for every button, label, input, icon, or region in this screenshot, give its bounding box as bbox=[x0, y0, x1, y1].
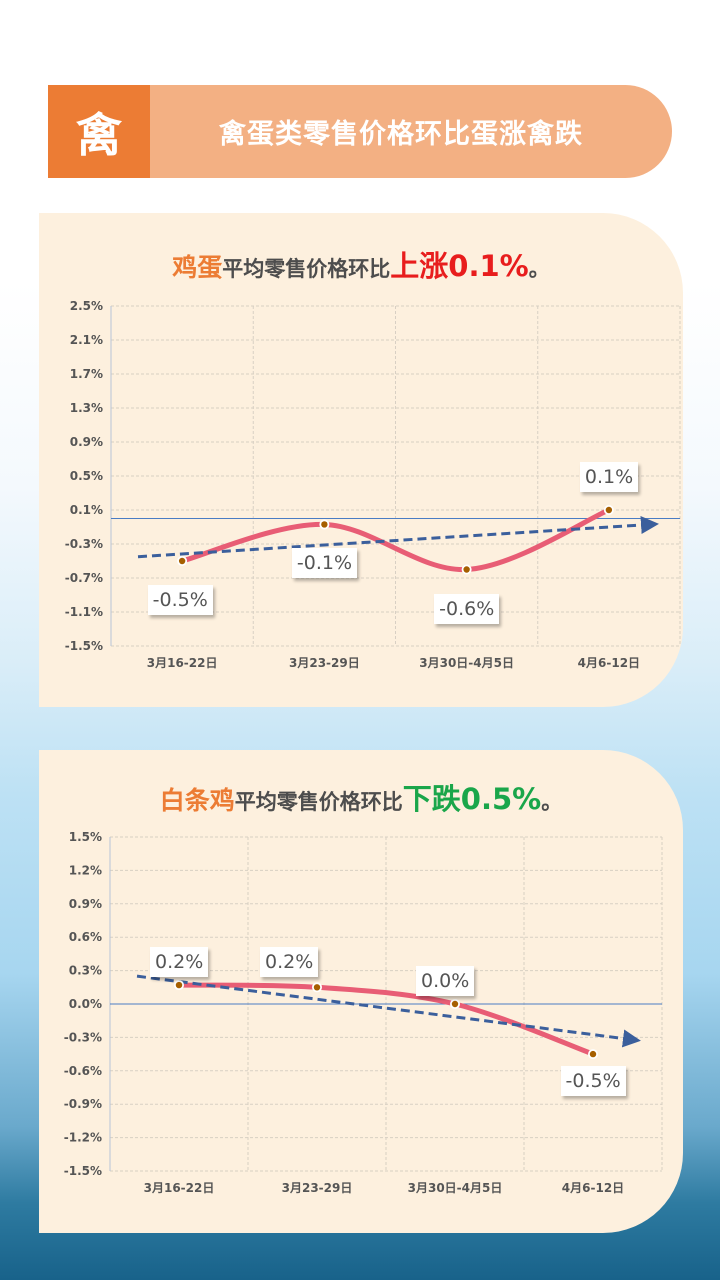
y-tick-label: 1.7% bbox=[70, 367, 103, 381]
y-tick-label: 2.5% bbox=[70, 299, 103, 313]
x-tick-label: 3月23-29日 bbox=[289, 656, 360, 670]
title-product: 鸡蛋 bbox=[172, 253, 223, 282]
data-label: 0.0% bbox=[416, 966, 475, 996]
y-tick-label: -0.3% bbox=[64, 1030, 102, 1044]
trend-arrow bbox=[136, 974, 641, 1048]
data-label: -0.5% bbox=[147, 585, 213, 615]
y-tick-label: -0.3% bbox=[65, 537, 103, 551]
x-tick-label: 3月16-22日 bbox=[144, 1181, 215, 1195]
chicken-line-chart: 1.5% 1.2% 0.9% 0.6% 0.3% 0.0% -0.3% -0.6% -0.9% -… bbox=[64, 830, 663, 1195]
y-tick-label: 0.5% bbox=[70, 469, 103, 483]
title-product: 白条鸡 bbox=[159, 786, 235, 815]
data-label: -0.5% bbox=[560, 1066, 626, 1097]
x-tick-label: 3月30日-4月5日 bbox=[408, 1181, 503, 1195]
x-tick-label: 3月30日-4月5日 bbox=[419, 656, 514, 670]
y-tick-label: 0.3% bbox=[69, 964, 102, 978]
egg-line-chart: 2.5% 2.1% 1.7% 1.3% 0.9% 0.5% 0.1% -0.3% -0.7% -1… bbox=[65, 299, 681, 670]
x-tick-label: 3月23-29日 bbox=[282, 1181, 353, 1195]
data-label: 0.2% bbox=[260, 947, 319, 978]
data-label: 0.1% bbox=[579, 462, 639, 492]
price-line bbox=[176, 982, 596, 1057]
title-change-down: 下跌0.5% bbox=[402, 782, 542, 816]
data-label: -0.6% bbox=[434, 593, 500, 624]
y-tick-label: 1.5% bbox=[69, 830, 102, 844]
x-tick-label: 4月6-12日 bbox=[562, 1181, 624, 1195]
banner-tag: 禽 bbox=[48, 85, 150, 178]
y-tick-label: 0.9% bbox=[69, 897, 102, 911]
section-banner: 禽 禽蛋类零售价格环比蛋涨禽跌 bbox=[48, 85, 672, 178]
y-tick-label: 0.6% bbox=[69, 930, 102, 944]
y-tick-label: -1.1% bbox=[65, 605, 103, 619]
y-tick-label: 0.9% bbox=[70, 435, 103, 449]
y-tick-label: -1.5% bbox=[65, 639, 103, 653]
y-tick-label: 1.2% bbox=[69, 863, 102, 877]
title-change-up: 上涨0.1% bbox=[390, 249, 529, 283]
y-tick-label: 2.1% bbox=[70, 333, 103, 347]
egg-price-card: 鸡蛋平均零售价格环比上涨0.1%。 bbox=[39, 213, 683, 707]
data-label: -0.1% bbox=[291, 548, 358, 579]
y-tick-label: 1.3% bbox=[70, 401, 103, 415]
y-tick-label: 0.0% bbox=[69, 997, 102, 1011]
x-tick-label: 4月6-12日 bbox=[578, 656, 640, 670]
data-label: 0.2% bbox=[150, 947, 209, 978]
price-line bbox=[179, 507, 612, 573]
y-tick-label: -1.2% bbox=[64, 1131, 102, 1145]
y-tick-label: 0.1% bbox=[70, 503, 103, 517]
y-tick-label: -0.9% bbox=[64, 1097, 102, 1111]
x-tick-label: 3月16-22日 bbox=[147, 656, 218, 670]
y-tick-label: -0.6% bbox=[64, 1064, 102, 1078]
egg-chart-title: 鸡蛋平均零售价格环比上涨0.1%。 bbox=[172, 249, 550, 283]
chicken-chart-title: 白条鸡平均零售价格环比下跌0.5%。 bbox=[159, 782, 563, 816]
banner-title: 禽蛋类零售价格环比蛋涨禽跌 bbox=[150, 85, 672, 178]
title-mid: 平均零售价格环比 bbox=[234, 790, 403, 814]
y-tick-label: -0.7% bbox=[65, 571, 103, 585]
title-mid: 平均零售价格环比 bbox=[222, 257, 391, 281]
trend-arrow bbox=[137, 516, 659, 559]
y-tick-label: -1.5% bbox=[64, 1164, 102, 1178]
